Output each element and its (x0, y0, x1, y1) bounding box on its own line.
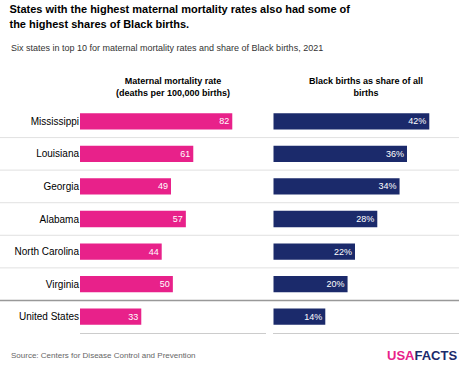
svg-text:49: 49 (158, 181, 168, 191)
svg-text:Louisiana: Louisiana (36, 148, 79, 159)
svg-text:82: 82 (219, 116, 229, 126)
svg-text:61: 61 (180, 149, 190, 159)
svg-text:Six states in top 10 for mater: Six states in top 10 for maternal mortal… (11, 43, 323, 53)
svg-text:44: 44 (149, 247, 159, 257)
svg-text:Black births as share of allbi: Black births as share of allbirths (309, 76, 423, 98)
svg-text:36%: 36% (386, 149, 404, 159)
svg-text:United States: United States (19, 311, 79, 322)
svg-text:50: 50 (160, 279, 170, 289)
svg-text:Maternal mortality rate(deaths: Maternal mortality rate(deaths per 100,0… (116, 76, 230, 98)
svg-text:42%: 42% (408, 116, 426, 126)
svg-text:14%: 14% (304, 312, 322, 322)
svg-text:Virginia: Virginia (46, 279, 80, 290)
svg-text:Alabama: Alabama (40, 214, 80, 225)
svg-text:Source: Centers for Disease Co: Source: Centers for Disease Control and … (11, 351, 196, 360)
svg-text:22%: 22% (334, 247, 352, 257)
svg-text:States with the highest matern: States with the highest maternal mortali… (9, 3, 350, 29)
svg-text:USAFACTS: USAFACTS (387, 348, 457, 363)
svg-text:34%: 34% (379, 181, 397, 191)
svg-text:Georgia: Georgia (43, 181, 79, 192)
svg-text:North Carolina: North Carolina (15, 246, 80, 257)
svg-text:28%: 28% (356, 214, 374, 224)
svg-text:Mississippi: Mississippi (31, 116, 79, 127)
svg-text:57: 57 (173, 214, 183, 224)
svg-text:20%: 20% (327, 279, 345, 289)
svg-text:33: 33 (128, 312, 138, 322)
